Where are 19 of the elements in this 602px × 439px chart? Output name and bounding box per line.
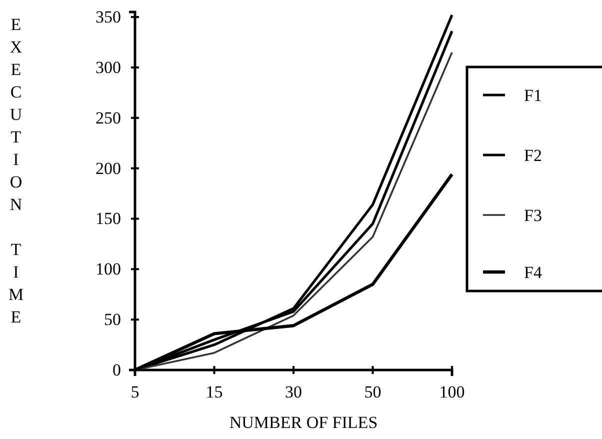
y-tick-label: 100: [96, 260, 121, 279]
legend-label: F2: [524, 146, 542, 165]
x-tick-label: 30: [285, 382, 302, 402]
legend-label: F1: [524, 86, 542, 105]
y-tick-label: 50: [104, 310, 121, 330]
y-tick-label: 300: [96, 58, 121, 77]
y-tick-label: 200: [96, 158, 121, 178]
x-tick-label: 100: [439, 382, 465, 402]
y-tick-label: 0: [112, 360, 121, 380]
x-tick-label: 5: [130, 382, 140, 402]
legend-label: F4: [524, 263, 542, 282]
x-axis-title: NUMBER OF FILES: [229, 413, 378, 432]
y-tick-label: 350: [96, 7, 121, 26]
y-tick-label: 250: [96, 108, 121, 128]
y-tick-label: 150: [96, 209, 121, 228]
x-tick-label: 15: [206, 382, 223, 402]
legend-label: F3: [524, 206, 542, 225]
text: EXECUTION TIME: [8, 15, 24, 326]
x-tick-label: 50: [364, 382, 382, 402]
